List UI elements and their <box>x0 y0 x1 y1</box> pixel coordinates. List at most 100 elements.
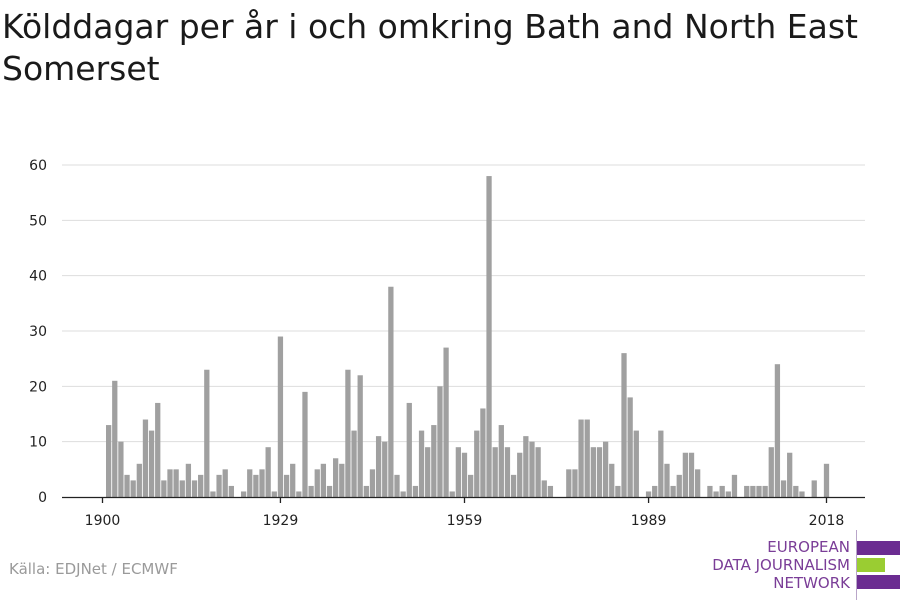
bars <box>105 176 830 498</box>
logo-bar-purple-top <box>857 541 900 555</box>
bar-1970 <box>529 441 535 497</box>
bar-1944 <box>369 469 376 497</box>
bar-1913 <box>179 480 185 497</box>
logo-divider <box>856 530 857 600</box>
bar-1901 <box>105 425 112 497</box>
bar-1934 <box>308 485 314 497</box>
bar-1918 <box>210 491 216 497</box>
bar-2018 <box>823 463 830 497</box>
bar-2012 <box>787 452 793 497</box>
bar-1930 <box>283 474 290 497</box>
bar-1941 <box>351 430 357 497</box>
bar-1917 <box>204 369 210 497</box>
bar-2001 <box>719 485 725 497</box>
bar-2016 <box>811 480 817 497</box>
bar-1948 <box>394 474 400 497</box>
bar-1905 <box>130 480 136 497</box>
bar-1914 <box>185 463 192 497</box>
bar-1967 <box>510 474 517 497</box>
bar-1904 <box>124 474 130 497</box>
bar-1961 <box>474 430 480 497</box>
bar-1964 <box>492 447 498 497</box>
bar-1987 <box>633 430 639 497</box>
edjnet-logo[interactable]: EUROPEAN DATA JOURNALISM NETWORK <box>700 528 900 600</box>
bar-1991 <box>658 430 664 497</box>
bar-1990 <box>652 485 658 497</box>
bar-1920 <box>222 469 228 497</box>
bar-1952 <box>418 430 425 497</box>
bar-1956 <box>443 347 449 497</box>
bar-1960 <box>467 474 474 497</box>
bar-1953 <box>425 447 431 497</box>
bar-1938 <box>333 458 339 497</box>
bar-1949 <box>400 491 406 497</box>
bar-1983 <box>609 463 615 497</box>
bar-1919 <box>216 474 222 497</box>
bar-1978 <box>578 419 584 497</box>
bar-2009 <box>768 447 774 497</box>
bar-1973 <box>547 485 554 497</box>
bar-1968 <box>517 452 523 497</box>
logo-bar-purple-bottom <box>857 575 900 589</box>
bar-2006 <box>750 485 756 497</box>
bar-1926 <box>259 469 265 497</box>
bar-1939 <box>339 463 345 497</box>
bar-1976 <box>566 469 572 497</box>
bar-2003 <box>731 474 738 497</box>
bar-1989 <box>645 491 652 497</box>
bar-1928 <box>271 491 277 497</box>
source-note: Källa: EDJNet / ECMWF <box>9 560 178 578</box>
y-tick-label-10: 10 <box>29 435 47 451</box>
bar-1925 <box>253 474 259 497</box>
bar-1916 <box>198 474 204 497</box>
x-tick-label-2018: 2018 <box>809 513 845 529</box>
bar-2014 <box>799 491 805 497</box>
bar-1963 <box>486 176 492 498</box>
bar-1921 <box>228 485 234 497</box>
chart-title: Kölddagar per år i och omkring Bath and … <box>2 7 858 88</box>
bar-2010 <box>774 364 781 497</box>
y-tick-label-30: 30 <box>29 324 47 340</box>
bar-1995 <box>682 452 689 497</box>
bar-1992 <box>664 463 670 497</box>
bar-2013 <box>793 485 799 497</box>
bar-1985 <box>621 353 627 497</box>
bar-1954 <box>431 425 437 497</box>
bar-1999 <box>707 485 713 497</box>
y-axis-ticks: 0 10 20 30 40 50 60 <box>29 158 47 506</box>
bar-1950 <box>406 402 412 497</box>
y-tick-label-0: 0 <box>38 490 47 506</box>
bar-1981 <box>596 447 603 497</box>
bar-1906 <box>136 463 142 497</box>
y-tick-label-40: 40 <box>29 269 47 285</box>
bar-1947 <box>388 286 394 497</box>
bar-1911 <box>167 469 173 497</box>
bar-1943 <box>363 485 369 497</box>
bar-1957 <box>449 491 455 497</box>
bar-1931 <box>290 463 296 497</box>
bar-1984 <box>615 485 621 497</box>
bar-1910 <box>161 480 167 497</box>
logo-line-3: NETWORK <box>773 574 850 592</box>
bar-1929 <box>277 336 284 497</box>
x-tick-label-1929: 1929 <box>263 513 299 529</box>
bar-1993 <box>670 485 676 497</box>
bar-1962 <box>480 408 486 497</box>
bar-1912 <box>173 469 179 497</box>
bar-1946 <box>382 441 388 497</box>
bar-1940 <box>345 369 351 497</box>
bar-1977 <box>572 469 578 497</box>
y-tick-label-20: 20 <box>29 379 47 395</box>
y-tick-label-60: 60 <box>29 158 47 174</box>
logo-bar-green <box>857 558 885 572</box>
bar-2005 <box>744 485 750 497</box>
bar-1997 <box>695 469 701 497</box>
bar-1972 <box>541 480 547 497</box>
bar-2007 <box>756 485 762 497</box>
bar-2000 <box>713 491 719 497</box>
bar-1924 <box>247 469 253 497</box>
x-axis: 1900 1929 1959 1989 2018 <box>62 496 865 529</box>
bar-2011 <box>780 480 787 497</box>
bar-1942 <box>357 375 363 497</box>
